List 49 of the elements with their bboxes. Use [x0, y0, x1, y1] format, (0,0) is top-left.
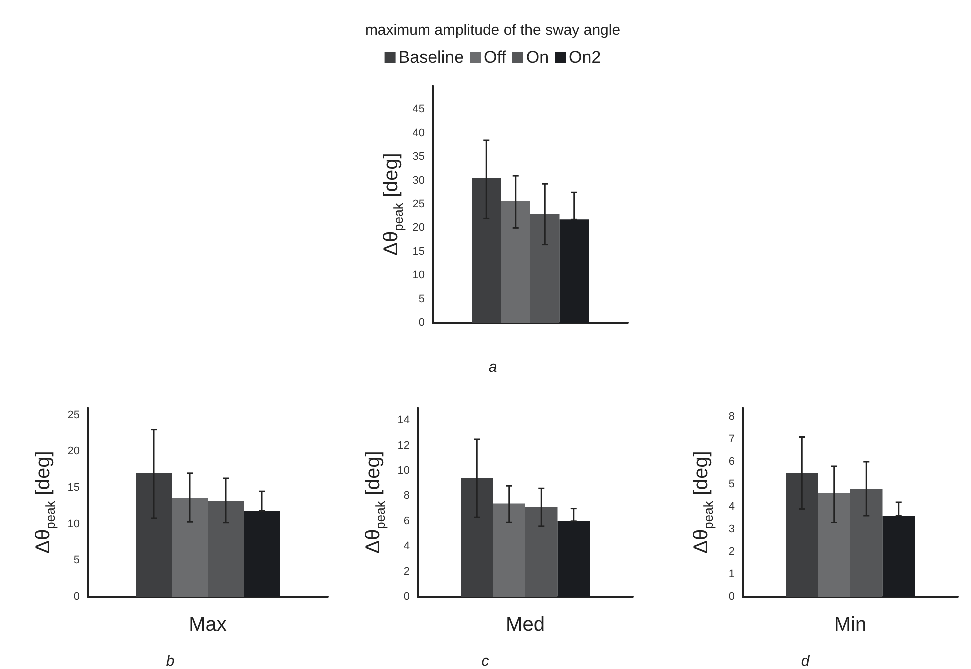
y-tick-label: 5 — [74, 554, 80, 567]
legend-label: On2 — [569, 48, 602, 67]
y-tick-label: 6 — [728, 456, 735, 468]
y-tick-label: 8 — [728, 411, 735, 423]
text: c — [482, 653, 490, 669]
y-tick-label: 3 — [728, 524, 735, 536]
y-axis-title: Δθpeak [deg] — [32, 451, 58, 554]
y-axis-title: Δθpeak [deg] — [380, 153, 406, 256]
y-tick-label: 10 — [398, 465, 410, 477]
y-tick-label: 5 — [728, 478, 735, 490]
y-tick-label: 10 — [68, 518, 80, 530]
y-tick-label: 0 — [418, 317, 425, 329]
y-tick-label: 1 — [728, 568, 735, 580]
y-tick-label: 10 — [412, 270, 425, 282]
y-tick-label: 8 — [404, 490, 410, 502]
y-tick-label: 45 — [412, 104, 425, 116]
y-tick-label: 4 — [404, 540, 410, 553]
x-tick-label: Min — [834, 614, 867, 636]
y-axis-title: Δθpeak [deg] — [690, 451, 716, 554]
y-tick-label: 4 — [728, 501, 735, 513]
y-axis-title: Δθpeak [deg] — [362, 451, 388, 554]
text: a — [488, 359, 498, 376]
y-tick-label: 15 — [68, 482, 80, 494]
x-tick-label: Max — [189, 614, 227, 636]
y-tick-label: 6 — [404, 515, 410, 528]
y-tick-label: 2 — [404, 566, 410, 578]
y-tick-label: 0 — [728, 591, 735, 603]
legend-label: On — [526, 48, 550, 67]
y-tick-label: 12 — [398, 440, 410, 452]
text: b — [166, 653, 175, 669]
y-tick-label: 20 — [68, 446, 80, 458]
legend-label: Off — [484, 48, 507, 67]
y-tick-label: 14 — [398, 414, 410, 427]
y-tick-label: 5 — [418, 293, 425, 306]
y-tick-label: 0 — [74, 591, 80, 603]
y-tick-label: 15 — [412, 246, 425, 258]
text: d — [801, 653, 810, 669]
y-tick-label: 0 — [404, 591, 410, 603]
y-tick-label: 40 — [412, 127, 425, 140]
y-tick-label: 30 — [412, 174, 425, 187]
x-tick-label: Med — [506, 614, 545, 636]
y-tick-label: 25 — [68, 409, 80, 422]
chart-title: maximum amplitude of the sway angle — [365, 22, 621, 39]
y-tick-label: 35 — [412, 151, 425, 164]
legend-label: Baseline — [398, 48, 464, 67]
y-tick-label: 20 — [412, 222, 425, 234]
y-tick-label: 7 — [728, 434, 735, 446]
y-tick-label: 2 — [728, 546, 735, 558]
y-tick-label: 25 — [412, 198, 425, 210]
